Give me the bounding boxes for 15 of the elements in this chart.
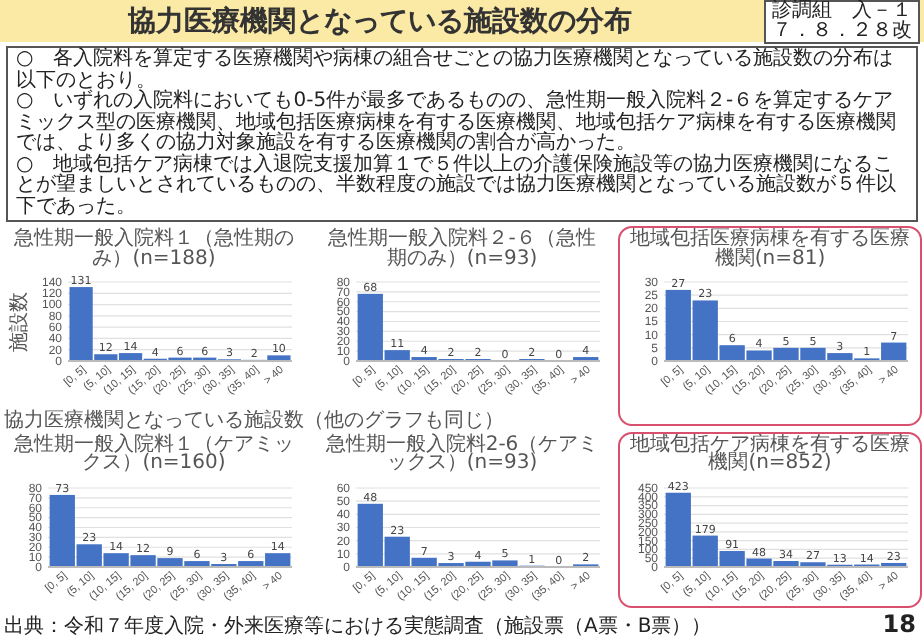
chart-title: 地域包括ケア病棟を有する医療機関(n=852) — [628, 431, 912, 474]
text: 18 — [882, 610, 916, 638]
text: ７．８．２８改 — [770, 20, 914, 42]
y-axis-title: 施設数 — [7, 291, 31, 352]
source-note: 出典：令和７年度入院・外来医療等における実態調査（施設票（A票・B票）） — [4, 616, 712, 638]
chart-title: 地域包括医療病棟を有する医療機関(n=81) — [628, 226, 912, 269]
chart-title: 急性期一般入院料１（ケアミックス）(n=160) — [12, 431, 296, 474]
chart-title: 急性期一般入院料2-6（ケアミックス）(n=93) — [323, 431, 601, 474]
x-axis-title: 協力医療機関となっている施設数（他のグラフも同じ） — [4, 409, 504, 431]
text: ○ 各入院料を算定する医療機関や病棟の組合せごとの協力医療機関となっている施設数の分布は以下のとおり。 — [16, 48, 896, 91]
chart-title: 急性期一般入院料１（急性期のみ）(n=188) — [12, 226, 296, 269]
chart-title: 急性期一般入院料２-６（急性期のみ）(n=93) — [326, 226, 598, 269]
text: 協力医療機関となっている施設数の分布 — [126, 4, 634, 40]
text: ○ 地域包括ケア病棟では入退院支援加算１で５件以上の介護保険施設等の協力医療機関になることが望ましいとされているものの、半数程度の施設では協力医療機関となっている施設数が５件以下であった。 — [16, 153, 898, 218]
text: ○ いずれの入院料においても0-5件が最多であるものの、急性期一般入院料２-６を算定するケアミックス型の医療機関、地域包括医療病棟を有する医療機関、地域包括ケア病棟を有する医療機関では、より多くの協力対象施設を有する医療機関の割合が高かった。 — [16, 90, 898, 154]
